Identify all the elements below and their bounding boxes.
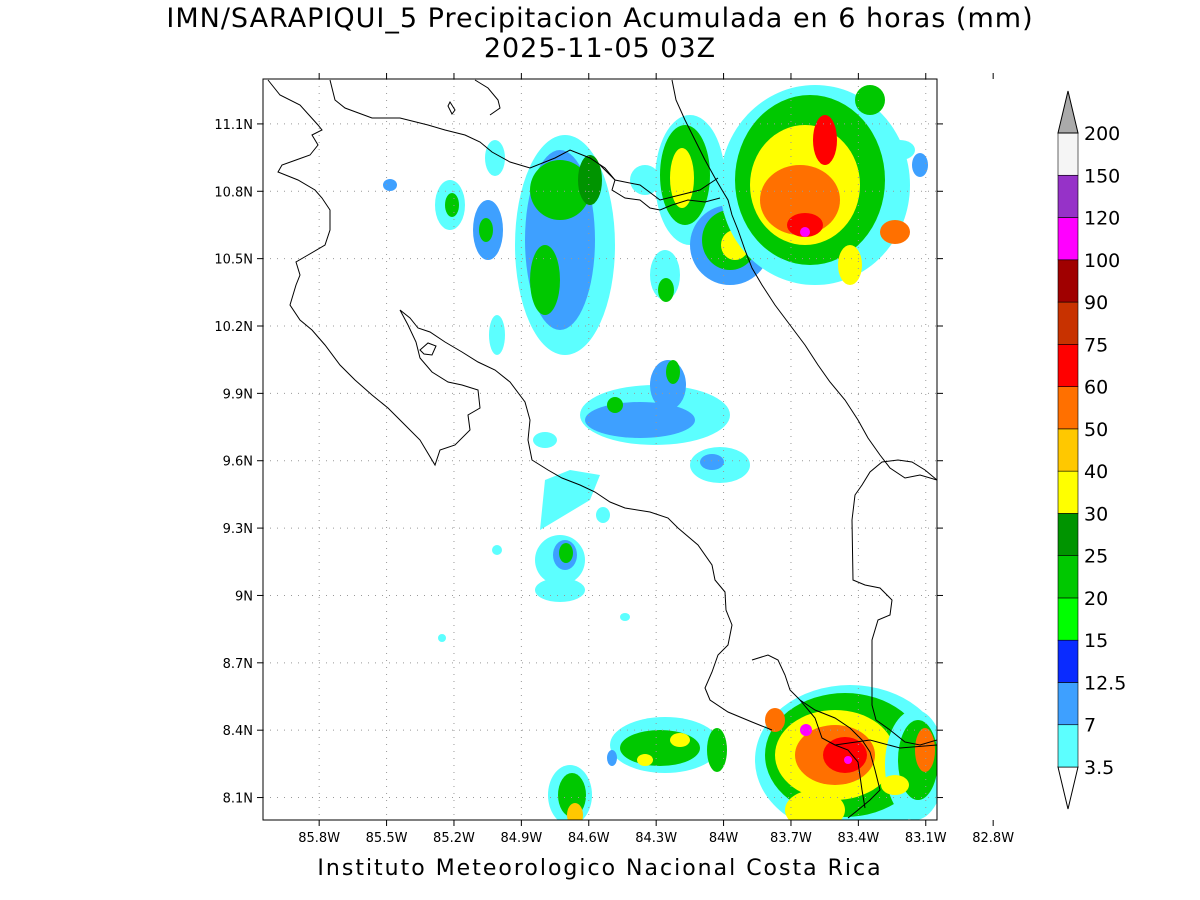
latitude-labels: 11.1N 10.8N 10.5N 10.2N 9.9N 9.6N 9.3N 9N 8.7N 8.… bbox=[214, 118, 253, 807]
lat-tick-label: 10.5N bbox=[214, 253, 253, 268]
lon-tick-label: 85.5W bbox=[366, 831, 408, 846]
colorbar-label: 15 bbox=[1084, 630, 1108, 652]
colorbar-segment bbox=[1057, 470, 1079, 514]
colorbar-segment bbox=[1057, 217, 1079, 261]
lat-tick-label: 8.7N bbox=[223, 657, 253, 672]
lat-tick-label: 11.1N bbox=[214, 118, 253, 133]
colorbar-segment bbox=[1057, 174, 1079, 218]
lon-tick-label: 84.6W bbox=[568, 831, 610, 846]
colorbar-segment bbox=[1057, 555, 1079, 599]
colorbar-label: 30 bbox=[1084, 503, 1108, 525]
colorbar-label: 150 bbox=[1084, 165, 1120, 187]
axis-ticks bbox=[257, 73, 994, 826]
footer-credit: Instituto Meteorologico Nacional Costa R… bbox=[317, 856, 883, 881]
colorbar-label: 60 bbox=[1084, 377, 1108, 399]
colorbar-segment bbox=[1057, 639, 1079, 683]
lon-tick-label: 85.2W bbox=[433, 831, 475, 846]
lat-tick-label: 9.6N bbox=[223, 455, 253, 470]
lon-tick-label: 83.4W bbox=[837, 831, 879, 846]
colorbar-label: 7 bbox=[1084, 715, 1096, 737]
map-title: IMN/SARAPIQUI_5 Precipitacion Acumulada … bbox=[166, 3, 1034, 34]
lon-tick-label: 83.1W bbox=[905, 831, 947, 846]
precip-field-south bbox=[548, 685, 937, 820]
colorbar-label: 50 bbox=[1084, 419, 1108, 441]
lon-tick-label: 84W bbox=[709, 831, 739, 846]
lat-tick-label: 10.8N bbox=[214, 185, 253, 200]
colorbar-label: 12.5 bbox=[1084, 672, 1126, 694]
colorbar-segment bbox=[1057, 513, 1079, 556]
colorbar-segment bbox=[1057, 682, 1079, 726]
colorbar-label: 3.5 bbox=[1084, 757, 1114, 779]
longitude-labels: 85.8W 85.5W 85.2W 84.9W 84.6W 84.3W 84W 83.7W 83… bbox=[298, 831, 1014, 846]
colorbar-segment bbox=[1057, 597, 1079, 641]
colorbar-segment bbox=[1057, 724, 1079, 768]
lon-tick-label: 82.8W bbox=[972, 831, 1014, 846]
lat-tick-label: 9N bbox=[235, 589, 253, 604]
colorbar-label: 75 bbox=[1084, 334, 1108, 356]
lon-tick-label: 84.9W bbox=[500, 831, 542, 846]
colorbar-segment bbox=[1057, 301, 1079, 345]
coastlines bbox=[267, 79, 937, 819]
colorbar-label: 20 bbox=[1084, 588, 1108, 610]
colorbar-label: 200 bbox=[1084, 123, 1120, 145]
precip-field-central bbox=[438, 360, 750, 642]
colorbar: 3.5 7 12.5 15 20 25 30 40 50 60 75 90 100 120 150 200 bbox=[1057, 90, 1126, 810]
colorbar-segment bbox=[1057, 132, 1079, 176]
lon-tick-label: 85.8W bbox=[298, 831, 340, 846]
lon-tick-label: 84.3W bbox=[635, 831, 677, 846]
map-valid-time: 2025-11-05 03Z bbox=[483, 33, 717, 64]
colorbar-segment bbox=[1057, 344, 1079, 387]
map-frame bbox=[262, 78, 938, 821]
colorbar-segment bbox=[1057, 386, 1079, 430]
lat-lon-grid bbox=[263, 79, 937, 820]
colorbar-label: 120 bbox=[1084, 208, 1120, 230]
colorbar-label: 100 bbox=[1084, 250, 1120, 272]
lat-tick-label: 9.9N bbox=[223, 387, 253, 402]
lat-tick-label: 9.3N bbox=[223, 522, 253, 537]
lat-tick-label: 8.4N bbox=[223, 724, 253, 739]
colorbar-max-arrow bbox=[1057, 90, 1079, 134]
lon-tick-label: 83.7W bbox=[770, 831, 812, 846]
colorbar-segment bbox=[1057, 259, 1079, 303]
colorbar-min-arrow bbox=[1057, 766, 1079, 810]
lat-tick-label: 8.1N bbox=[223, 792, 253, 807]
colorbar-label: 25 bbox=[1084, 546, 1108, 568]
colorbar-segment bbox=[1057, 428, 1079, 472]
colorbar-label: 90 bbox=[1084, 292, 1108, 314]
lat-tick-label: 10.2N bbox=[214, 320, 253, 335]
colorbar-label: 40 bbox=[1084, 461, 1108, 483]
country-borders bbox=[599, 164, 937, 809]
precip-field-north bbox=[383, 85, 928, 355]
